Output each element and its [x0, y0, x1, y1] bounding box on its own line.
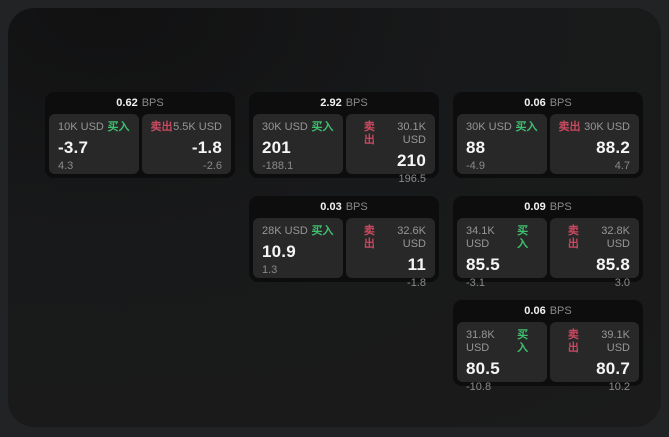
sell-price: 88.2	[596, 138, 630, 157]
bps-header: 0.06 BPS	[457, 92, 639, 114]
bps-value: 0.09	[524, 201, 546, 213]
quote-card: 0.06 BPS 31.8K USD 买入 80.5 -10.8 卖出 39.1…	[453, 300, 643, 393]
buy-side-label: 买入	[311, 225, 334, 237]
card-body: 31.8K USD 买入 80.5 -10.8 卖出 39.1K USD 80.…	[457, 322, 639, 393]
buy-notional: 30K USD	[262, 121, 308, 133]
sell-notional: 39.1K USD	[601, 329, 630, 354]
buy-price: 201	[262, 138, 291, 157]
quote-card: 2.92 BPS 30K USD 买入 201 -188.1 卖出 30.1K …	[249, 92, 439, 185]
buy-price: 88	[466, 138, 486, 157]
buy-side-label: 买入	[311, 121, 334, 133]
sell-notional: 30K USD	[584, 121, 630, 133]
bps-unit-label: BPS	[345, 97, 368, 109]
buy-delta: -188.1	[262, 160, 294, 172]
bps-value: 0.03	[320, 201, 342, 213]
sell-side-label: 卖出	[363, 121, 375, 146]
sell-delta: 3.0	[614, 277, 630, 289]
buy-side-label: 买入	[107, 121, 130, 133]
bps-header: 0.62 BPS	[49, 92, 231, 114]
buy-panel[interactable]: 10K USD 买入 -3.7 4.3	[49, 114, 139, 174]
sell-delta: -1.8	[407, 277, 426, 289]
sell-side-label: 卖出	[363, 225, 375, 250]
app-window: 0.62 BPS 10K USD 买入 -3.7 4.3 卖出 5.5K USD…	[8, 8, 661, 427]
bps-header: 2.92 BPS	[253, 92, 435, 114]
card-body: 30K USD 买入 88 -4.9 卖出 30K USD 88.2 4.7	[457, 114, 639, 174]
buy-side-label: 买入	[517, 225, 529, 250]
buy-notional: 34.1K USD	[466, 225, 495, 250]
sell-delta: 10.2	[608, 381, 630, 393]
bps-header: 0.03 BPS	[253, 196, 435, 218]
sell-price: 85.8	[596, 255, 630, 274]
sell-price: 80.7	[596, 359, 630, 378]
sell-notional: 5.5K USD	[173, 121, 222, 133]
buy-panel[interactable]: 31.8K USD 买入 80.5 -10.8	[457, 322, 547, 393]
sell-side-label: 卖出	[150, 121, 173, 133]
buy-delta: -4.9	[466, 160, 485, 172]
sell-price: 210	[397, 151, 426, 170]
bps-unit-label: BPS	[549, 97, 572, 109]
buy-panel[interactable]: 34.1K USD 买入 85.5 -3.1	[457, 218, 547, 289]
buy-delta: 4.3	[58, 160, 74, 172]
bps-value: 0.06	[524, 305, 546, 317]
buy-panel[interactable]: 30K USD 买入 88 -4.9	[457, 114, 547, 174]
sell-delta: -2.6	[203, 160, 222, 172]
buy-side-label: 买入	[517, 329, 529, 354]
buy-price: 10.9	[262, 242, 296, 261]
sell-side-label: 卖出	[558, 121, 581, 133]
bps-value: 0.06	[524, 97, 546, 109]
buy-notional: 30K USD	[466, 121, 512, 133]
buy-delta: -10.8	[466, 381, 492, 393]
card-body: 10K USD 买入 -3.7 4.3 卖出 5.5K USD -1.8 -2.…	[49, 114, 231, 174]
sell-delta: 196.5	[398, 173, 426, 185]
sell-panel[interactable]: 卖出 30.1K USD 210 196.5	[345, 114, 435, 185]
buy-notional: 31.8K USD	[466, 329, 495, 354]
bps-header: 0.09 BPS	[457, 196, 639, 218]
buy-price: 85.5	[466, 255, 500, 274]
buy-panel[interactable]: 28K USD 买入 10.9 1.3	[253, 218, 343, 278]
sell-panel[interactable]: 卖出 32.8K USD 85.8 3.0	[549, 218, 639, 289]
quote-card: 0.03 BPS 28K USD 买入 10.9 1.3 卖出 32.6K US…	[249, 196, 439, 289]
sell-notional: 32.6K USD	[397, 225, 426, 250]
sell-panel[interactable]: 卖出 5.5K USD -1.8 -2.6	[141, 114, 231, 174]
buy-notional: 10K USD	[58, 121, 104, 133]
quote-card: 0.62 BPS 10K USD 买入 -3.7 4.3 卖出 5.5K USD…	[45, 92, 235, 178]
buy-price: -3.7	[58, 138, 89, 157]
sell-panel[interactable]: 卖出 39.1K USD 80.7 10.2	[549, 322, 639, 393]
buy-delta: -3.1	[466, 277, 485, 289]
bps-value: 2.92	[320, 97, 342, 109]
sell-delta: 4.7	[614, 160, 630, 172]
sell-price: 11	[407, 255, 426, 274]
card-body: 34.1K USD 买入 85.5 -3.1 卖出 32.8K USD 85.8…	[457, 218, 639, 289]
sell-side-label: 卖出	[567, 329, 579, 354]
bps-value: 0.62	[116, 97, 138, 109]
buy-panel[interactable]: 30K USD 买入 201 -188.1	[253, 114, 343, 174]
bps-unit-label: BPS	[345, 201, 368, 213]
card-body: 30K USD 买入 201 -188.1 卖出 30.1K USD 210 1…	[253, 114, 435, 185]
bps-header: 0.06 BPS	[457, 300, 639, 322]
sell-panel[interactable]: 卖出 32.6K USD 11 -1.8	[345, 218, 435, 289]
sell-notional: 32.8K USD	[601, 225, 630, 250]
sell-price: -1.8	[191, 138, 222, 157]
buy-delta: 1.3	[262, 264, 278, 276]
sell-side-label: 卖出	[567, 225, 579, 250]
card-body: 28K USD 买入 10.9 1.3 卖出 32.6K USD 11 -1.8	[253, 218, 435, 289]
sell-notional: 30.1K USD	[397, 121, 426, 146]
quote-card: 0.09 BPS 34.1K USD 买入 85.5 -3.1 卖出 32.8K…	[453, 196, 643, 289]
bps-unit-label: BPS	[549, 201, 572, 213]
buy-price: 80.5	[466, 359, 500, 378]
buy-side-label: 买入	[515, 121, 538, 133]
quote-card: 0.06 BPS 30K USD 买入 88 -4.9 卖出 30K USD 8…	[453, 92, 643, 178]
sell-panel[interactable]: 卖出 30K USD 88.2 4.7	[549, 114, 639, 174]
bps-unit-label: BPS	[549, 305, 572, 317]
bps-unit-label: BPS	[141, 97, 164, 109]
buy-notional: 28K USD	[262, 225, 308, 237]
